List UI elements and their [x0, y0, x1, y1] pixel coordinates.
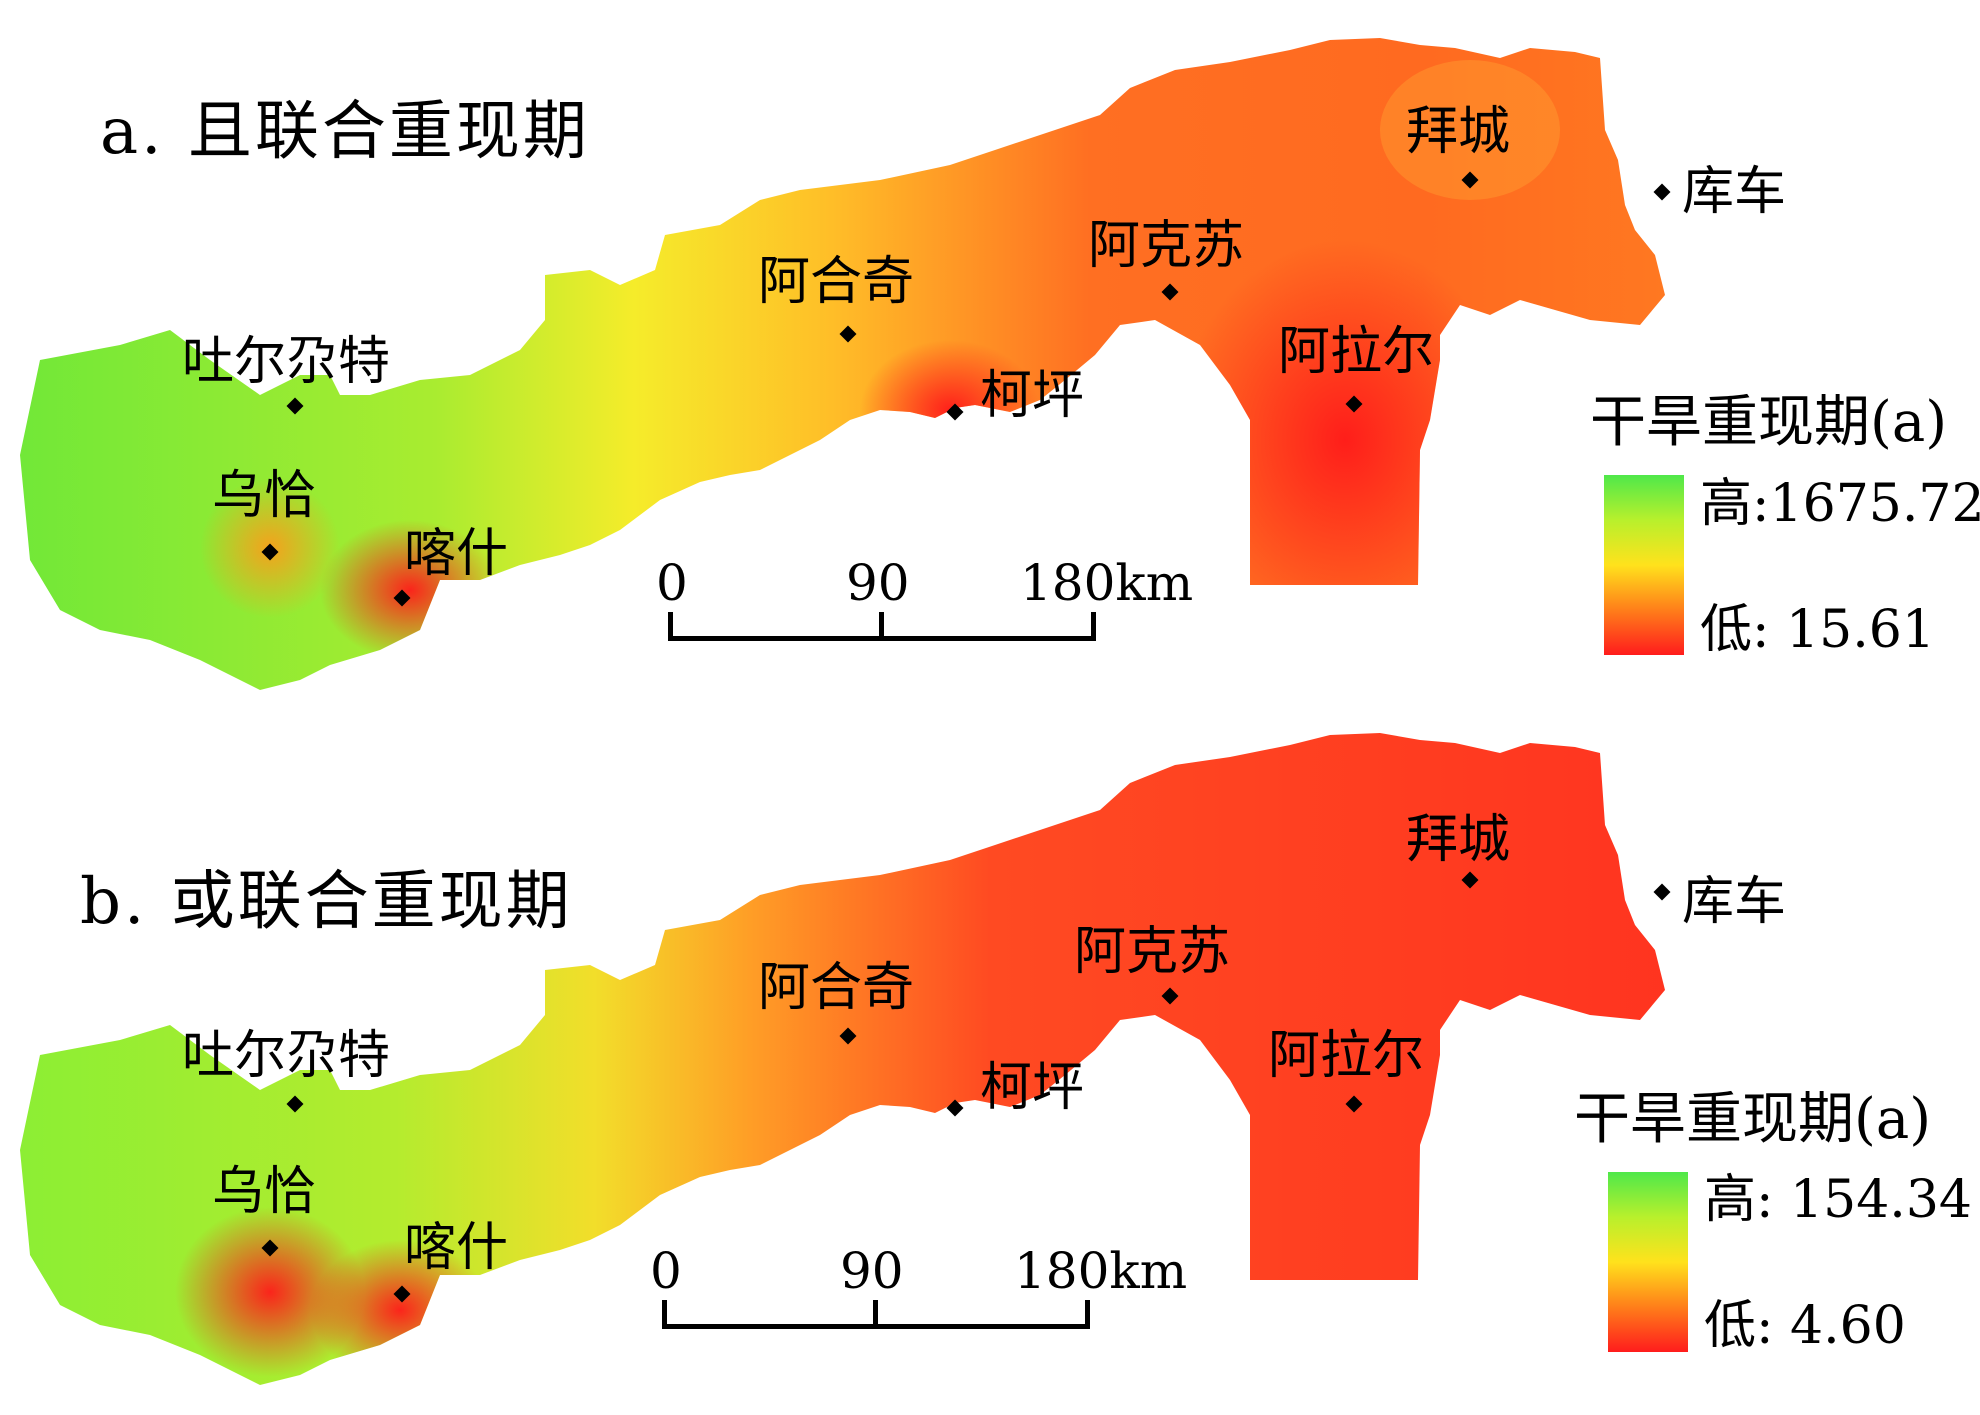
- scale-tick-180km: 180km: [1014, 1242, 1188, 1300]
- scale-tick-0: 0: [650, 1242, 682, 1300]
- scale-bar-tick: [1091, 612, 1096, 641]
- city-label-aheqi: 阿合奇: [758, 252, 915, 312]
- city-label-baicheng: 拜城: [1406, 810, 1511, 870]
- legend-high-value: 高: 154.34: [1704, 1170, 1972, 1230]
- legend-color-ramp: [1604, 475, 1684, 655]
- city-label-kashi: 喀什: [404, 524, 509, 584]
- city-label-akesu: 阿克苏: [1088, 216, 1245, 276]
- city-label-kashi: 喀什: [404, 1218, 509, 1278]
- drought-map-b: [20, 733, 1665, 1385]
- legend-low-value: 低: 4.60: [1704, 1296, 1906, 1356]
- scale-bar-tick: [873, 1300, 878, 1329]
- scale-tick-90: 90: [846, 554, 910, 612]
- legend-color-ramp: [1608, 1172, 1688, 1352]
- drought-map-a: [20, 38, 1665, 690]
- legend-title: 干旱重现期(a): [1574, 1087, 1932, 1152]
- scale-tick-180km: 180km: [1020, 554, 1194, 612]
- panel-b: b. 或联合重现期 吐尔尕特 乌恰 喀什 阿合奇 柯坪 阿克苏 阿拉尔 拜城 库…: [0, 700, 1980, 1400]
- legend-high-value: 高:1675.72: [1700, 474, 1980, 534]
- scale-bar-tick: [1085, 1300, 1090, 1329]
- city-label-alaer: 阿拉尔: [1278, 322, 1435, 382]
- scale-bar-tick: [668, 612, 673, 641]
- legend-low-value: 低: 15.61: [1700, 600, 1935, 660]
- panel-a: a. 且联合重现期 吐尔尕特 乌恰 喀什 阿合奇 柯坪 阿克苏 阿拉尔 拜城 库…: [0, 0, 1980, 700]
- legend-title: 干旱重现期(a): [1590, 390, 1948, 455]
- scale-tick-0: 0: [656, 554, 688, 612]
- city-label-wuqia: 乌恰: [212, 466, 317, 526]
- city-label-akesu: 阿克苏: [1074, 922, 1231, 982]
- city-label-wuqia: 乌恰: [212, 1162, 317, 1222]
- scale-bar-tick: [879, 612, 884, 641]
- panel-title: b. 或联合重现期: [80, 865, 573, 939]
- city-label-kuche: 库车: [1682, 162, 1787, 222]
- city-label-tuergate: 吐尔尕特: [182, 332, 391, 392]
- city-label-aheqi: 阿合奇: [758, 958, 915, 1018]
- city-label-alaer: 阿拉尔: [1268, 1026, 1425, 1086]
- city-label-tuergate: 吐尔尕特: [182, 1026, 391, 1086]
- panel-title: a. 且联合重现期: [100, 95, 590, 169]
- scale-tick-90: 90: [840, 1242, 904, 1300]
- scale-bar-tick: [662, 1300, 667, 1329]
- city-label-keping: 柯坪: [980, 366, 1085, 426]
- city-label-baicheng: 拜城: [1406, 102, 1511, 162]
- city-label-keping: 柯坪: [980, 1058, 1085, 1118]
- city-label-kuche: 库车: [1682, 872, 1787, 932]
